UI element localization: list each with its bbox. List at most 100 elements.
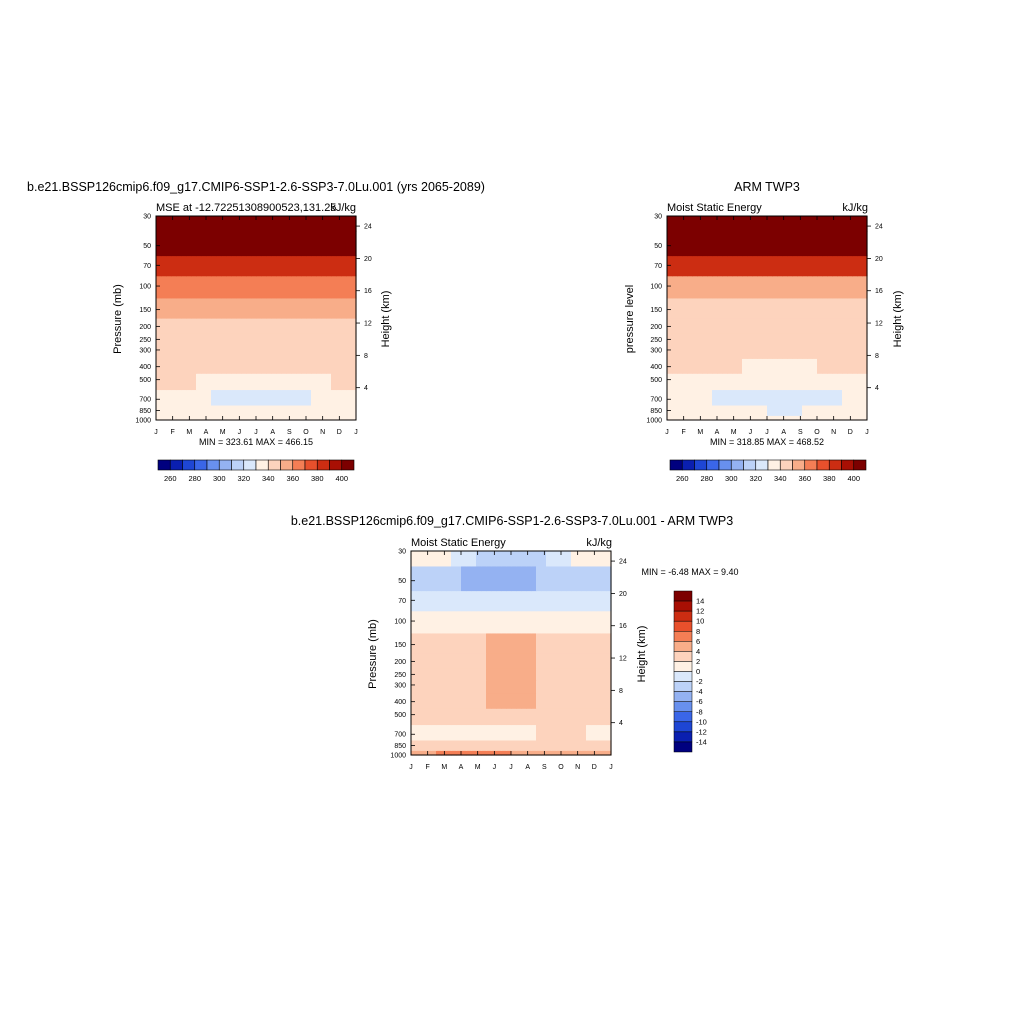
contour-cell	[586, 667, 592, 681]
contour-cell	[266, 318, 272, 334]
contour-cell	[556, 565, 562, 592]
contour-cell	[817, 297, 823, 319]
contour-cell	[341, 332, 347, 346]
contour-cell	[757, 389, 763, 406]
contour-cell	[161, 318, 167, 334]
contour-cell	[346, 344, 352, 359]
contour-cell	[697, 404, 703, 416]
contour-cell	[461, 667, 467, 681]
contour-cell	[737, 389, 743, 406]
y-tick-label: 400	[394, 699, 406, 706]
contour-cell	[827, 373, 833, 391]
contour-cell	[772, 216, 778, 232]
colorbar-label: 380	[823, 474, 836, 483]
contour-cell	[301, 255, 307, 277]
contour-cell	[346, 358, 352, 374]
contour-cell	[832, 318, 838, 334]
contour-cell	[521, 565, 527, 592]
contour-cell	[511, 565, 517, 592]
contour-cell	[697, 389, 703, 406]
contour-cell	[837, 358, 843, 374]
contour-cell	[326, 230, 332, 257]
contour-cell	[331, 297, 337, 319]
contour-cell	[526, 632, 532, 654]
contour-cell	[276, 358, 282, 374]
contour-cell	[471, 565, 477, 592]
contour-cell	[777, 415, 783, 421]
x-tick-label: F	[171, 429, 175, 436]
contour-cell	[687, 230, 693, 257]
contour-cell	[206, 275, 212, 299]
contour-cell	[171, 216, 177, 232]
contour-cell	[326, 297, 332, 319]
contour-cell	[682, 230, 688, 257]
contour-cell	[722, 404, 728, 416]
contour-cell	[251, 358, 257, 374]
contour-cell	[271, 415, 277, 421]
contour-cell	[797, 216, 803, 232]
contour-cell	[191, 344, 197, 359]
contour-cell	[797, 415, 803, 421]
contour-cell	[601, 750, 607, 756]
contour-cell	[176, 404, 182, 416]
contour-cell	[421, 565, 427, 592]
contour-cell	[201, 344, 207, 359]
contour-cell	[802, 373, 808, 391]
colorbar: 260 280 300 320 340 360 380 400	[157, 459, 355, 483]
x-tick-label: O	[303, 429, 309, 436]
contour-cell	[156, 255, 162, 277]
contour-cell	[762, 389, 768, 406]
contour-cell	[411, 693, 417, 709]
contour-cell	[727, 318, 733, 334]
contour-cell	[281, 415, 287, 421]
contour-cell	[837, 404, 843, 416]
contour-cell	[752, 230, 758, 257]
contour-cell	[757, 275, 763, 299]
contour-cell	[476, 610, 482, 634]
contour-cell	[832, 344, 838, 359]
contour-cell	[787, 318, 793, 334]
contour-cell	[451, 653, 457, 669]
contour-cell	[772, 358, 778, 374]
contour-cell	[291, 297, 297, 319]
contour-cell	[812, 373, 818, 391]
y2-tick-label: 8	[875, 353, 879, 360]
contour-cell	[551, 750, 557, 756]
contour-cell	[792, 332, 798, 346]
contour-cell	[737, 358, 743, 374]
contour-cell	[687, 344, 693, 359]
y2-tick-label: 16	[875, 288, 883, 295]
contour-cell	[336, 255, 342, 277]
contour-cell	[491, 750, 497, 756]
contour-cell	[201, 255, 207, 277]
contour-cell	[571, 693, 577, 709]
contour-cell	[326, 275, 332, 299]
contour-cell	[516, 679, 522, 694]
contour-cell	[747, 358, 753, 374]
contour-cell	[171, 373, 177, 391]
contour-cell	[682, 275, 688, 299]
contour-cell	[581, 750, 587, 756]
contour-cell	[421, 653, 427, 669]
contour-cell	[536, 653, 542, 669]
contour-cell	[827, 318, 833, 334]
contour-cell	[802, 275, 808, 299]
contour-cell	[556, 610, 562, 634]
contour-cell	[792, 415, 798, 421]
contour-cell	[817, 344, 823, 359]
colorbar-label: 8	[696, 627, 700, 636]
contour-cell	[416, 693, 422, 709]
contour-cell	[216, 415, 222, 421]
contour-cell	[506, 565, 512, 592]
contour-cell	[692, 318, 698, 334]
contour-cell	[431, 565, 437, 592]
colorbar-swatch	[673, 711, 693, 723]
contour-cell	[667, 216, 673, 232]
contour-cell	[411, 708, 417, 726]
contour-cell	[246, 358, 252, 374]
contour-cell	[486, 551, 492, 567]
contour-cell	[757, 358, 763, 374]
contour-cell	[727, 404, 733, 416]
contour-cell	[707, 404, 713, 416]
contour-cell	[316, 297, 322, 319]
